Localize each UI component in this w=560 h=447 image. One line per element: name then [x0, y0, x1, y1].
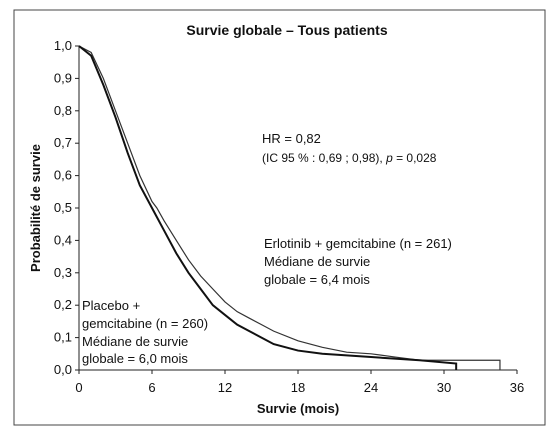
x-tick-label: 6	[148, 380, 155, 395]
y-tick-label: 0,4	[54, 232, 72, 247]
y-tick-label: 0,3	[54, 265, 72, 280]
x-tick-label: 12	[218, 380, 232, 395]
x-tick-label: 36	[510, 380, 524, 395]
annotation: (IC 95 % : 0,69 ; 0,98),	[262, 151, 386, 165]
x-axis-label: Survie (mois)	[257, 401, 339, 416]
annotation: Erlotinib + gemcitabine (n = 261)	[264, 236, 452, 251]
annotation: HR = 0,82	[262, 131, 321, 146]
survival-curve	[78, 45, 458, 370]
annotation: Médiane de survie	[264, 254, 370, 269]
annotation: (IC 95 % : 0,69 ; 0,98), p = 0,028	[262, 151, 437, 165]
annotation: globale = 6,0 mois	[82, 351, 188, 366]
annotation: globale = 6,4 mois	[264, 272, 370, 287]
survival-curve	[78, 45, 501, 370]
annotation: = 0,028	[393, 151, 437, 165]
annotation: gemcitabine (n = 260)	[82, 316, 208, 331]
y-axis-label: Probabilité de survie	[28, 144, 43, 272]
x-tick-label: 24	[364, 380, 378, 395]
y-tick-label: 0,0	[54, 362, 72, 377]
x-tick-label: 30	[437, 380, 451, 395]
y-tick-label: 0,7	[54, 135, 72, 150]
y-tick-label: 0,1	[54, 330, 72, 345]
y-tick-label: 0,8	[54, 103, 72, 118]
y-tick-label: 0,5	[54, 200, 72, 215]
annotation: Médiane de survie	[82, 334, 188, 349]
y-tick-label: 0,6	[54, 168, 72, 183]
frame	[13, 9, 546, 426]
y-tick-label: 1,0	[54, 38, 72, 53]
y-tick-label: 0,2	[54, 297, 72, 312]
annotation: Placebo +	[82, 298, 140, 313]
chart-title: Survie globale – Tous patients	[186, 22, 387, 38]
y-tick-label: 0,9	[54, 70, 72, 85]
annotation: p	[385, 151, 393, 165]
x-tick-label: 18	[291, 380, 305, 395]
x-tick-label: 0	[75, 380, 82, 395]
